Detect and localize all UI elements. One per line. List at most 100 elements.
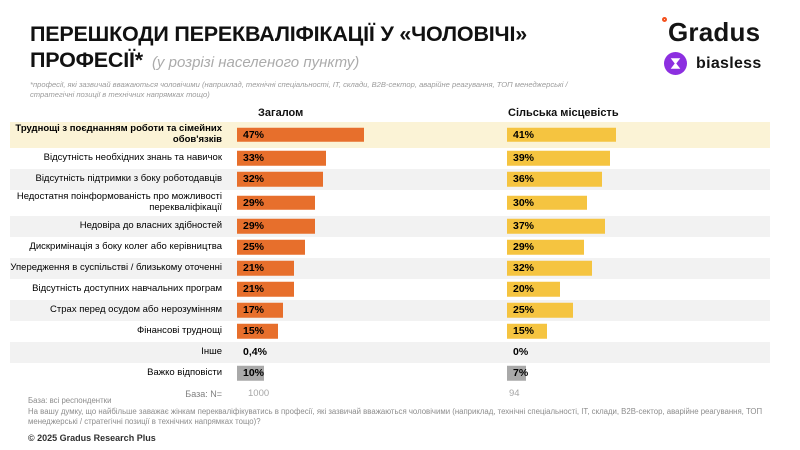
rural-value: 0% bbox=[513, 346, 529, 359]
rural-bar bbox=[507, 218, 605, 234]
rural-cell: 41% bbox=[506, 122, 770, 148]
overall-cell: 17% bbox=[232, 300, 506, 321]
overall-cell: 0,4% bbox=[232, 342, 506, 363]
base-row: База: N= 1000 94 bbox=[10, 386, 770, 402]
rural-cell: 37% bbox=[506, 216, 770, 237]
rural-cell: 36% bbox=[506, 169, 770, 190]
chart-row: Недостатня поінформованість про можливос… bbox=[10, 190, 770, 216]
overall-bar bbox=[237, 323, 278, 339]
footer-block: База: всі респондентки На вашу думку, що… bbox=[28, 396, 778, 443]
logo-block: Gradus biasless bbox=[661, 17, 776, 75]
rural-bar bbox=[507, 195, 587, 211]
row-label: Труднощі з поєднанням роботи та сімейних… bbox=[15, 123, 222, 145]
base-rural-value: 94 bbox=[509, 388, 520, 400]
rural-cell: 15% bbox=[506, 321, 770, 342]
rural-value: 41% bbox=[513, 128, 535, 141]
chart-row: Упередження в суспільстві / близькому от… bbox=[10, 257, 770, 279]
footer-base-note: База: всі респондентки bbox=[28, 396, 112, 405]
rural-value: 25% bbox=[513, 304, 535, 317]
subtitle: (у розрізі населеного пункту) bbox=[151, 53, 360, 71]
rural-cell: 32% bbox=[506, 258, 770, 279]
overall-cell: 29% bbox=[232, 216, 506, 237]
chart-rows: Труднощі з поєднанням роботи та сімейних… bbox=[10, 122, 770, 384]
rural-bar bbox=[507, 365, 526, 381]
overall-value: 33% bbox=[243, 152, 265, 165]
row-label: Фінансові труднощі bbox=[136, 324, 222, 336]
rural-value: 15% bbox=[513, 325, 535, 338]
overall-value: 21% bbox=[243, 283, 265, 296]
overall-bar bbox=[237, 239, 305, 255]
row-label: Відсутність необхідних знань та навичок bbox=[43, 151, 222, 163]
rural-value: 32% bbox=[513, 262, 535, 275]
overall-cell: 32% bbox=[232, 169, 506, 190]
row-label: Відсутність підтримки з боку роботодавці… bbox=[35, 172, 222, 184]
overall-value: 47% bbox=[243, 128, 265, 141]
gradus-degree-icon bbox=[662, 17, 667, 22]
overall-value: 15% bbox=[243, 325, 265, 338]
overall-bar bbox=[237, 260, 294, 276]
rural-value: 36% bbox=[513, 173, 535, 186]
overall-cell: 33% bbox=[232, 148, 506, 169]
column-headers: Загалом Сільська місцевість bbox=[10, 104, 770, 122]
overall-value: 17% bbox=[243, 304, 265, 317]
chart-row: Фінансові труднощі 15% 15% bbox=[10, 321, 770, 342]
rural-bar bbox=[507, 323, 547, 339]
rural-bar bbox=[507, 172, 603, 187]
rural-value: 37% bbox=[513, 220, 535, 233]
rural-value: 7% bbox=[513, 367, 529, 380]
overall-cell: 21% bbox=[232, 279, 506, 300]
overall-value: 10% bbox=[243, 367, 265, 380]
rural-cell: 29% bbox=[506, 237, 770, 258]
row-label: Недовіра до власних здібностей bbox=[79, 219, 222, 231]
rural-cell: 39% bbox=[506, 148, 770, 169]
title-line2: ПРОФЕСІЇ* bbox=[30, 47, 143, 72]
overall-value: 21% bbox=[243, 262, 265, 275]
overall-cell: 10% bbox=[232, 363, 506, 384]
biasless-logo: biasless bbox=[664, 52, 776, 75]
overall-cell: 47% bbox=[232, 122, 506, 148]
chart-row: Відсутність доступних навчальних програм… bbox=[10, 279, 770, 300]
rural-cell: 0% bbox=[506, 342, 770, 363]
column-header-rural: Сільська місцевість bbox=[508, 107, 619, 119]
overall-value: 29% bbox=[243, 196, 265, 209]
row-label: Упередження в суспільстві / близькому от… bbox=[10, 261, 222, 273]
overall-bar bbox=[237, 302, 283, 318]
chart-row: Дискримінація з боку колег або керівницт… bbox=[10, 237, 770, 258]
column-header-overall: Загалом bbox=[258, 107, 304, 119]
chart-row: Важко відповісти 10% 7% bbox=[10, 363, 770, 384]
overall-value: 29% bbox=[243, 220, 265, 233]
rural-value: 20% bbox=[513, 283, 535, 296]
overall-value: 25% bbox=[243, 241, 265, 254]
footer-question: На вашу думку, що найбільше заважає жінк… bbox=[28, 406, 763, 427]
rural-bar bbox=[507, 302, 574, 318]
overall-bar bbox=[237, 151, 327, 166]
rural-value: 39% bbox=[513, 152, 535, 165]
overall-bar bbox=[237, 218, 316, 234]
row-label: Відсутність доступних навчальних програм bbox=[32, 282, 222, 294]
rural-cell: 25% bbox=[506, 300, 770, 321]
row-label: Дискримінація з боку колег або керівницт… bbox=[29, 240, 222, 252]
overall-cell: 21% bbox=[232, 258, 506, 279]
biasless-hourglass-icon bbox=[664, 52, 687, 75]
chart-row: Труднощі з поєднанням роботи та сімейних… bbox=[10, 122, 770, 148]
rural-bar bbox=[507, 260, 592, 276]
chart-row: Недовіра до власних здібностей 29% 37% bbox=[10, 215, 770, 237]
chart-row: Відсутність підтримки з боку роботодавці… bbox=[10, 168, 770, 190]
rural-bar bbox=[507, 239, 584, 255]
gradus-logo: Gradus bbox=[661, 17, 776, 48]
rural-bar bbox=[507, 281, 560, 297]
rural-bar bbox=[507, 127, 616, 143]
overall-bar bbox=[237, 365, 264, 381]
title-footnote: *професії, які зазвичай вважаються чолов… bbox=[30, 79, 568, 99]
chart-row: Відсутність необхідних знань та навичок 3… bbox=[10, 148, 770, 169]
chart-row: Інше 0,4% 0% bbox=[10, 341, 770, 363]
header-block: ПЕРЕШКОДИ ПЕРЕКВАЛІФІКАЦІЇ У «ЧОЛОВІЧІ» … bbox=[30, 22, 640, 100]
bar-chart: Загалом Сільська місцевість Труднощі з п… bbox=[10, 104, 770, 402]
rural-cell: 7% bbox=[506, 363, 770, 384]
base-label: База: N= bbox=[185, 388, 222, 399]
overall-cell: 15% bbox=[232, 321, 506, 342]
rural-cell: 20% bbox=[506, 279, 770, 300]
rural-value: 30% bbox=[513, 196, 535, 209]
overall-cell: 29% bbox=[232, 190, 506, 216]
rural-bar bbox=[507, 151, 611, 166]
